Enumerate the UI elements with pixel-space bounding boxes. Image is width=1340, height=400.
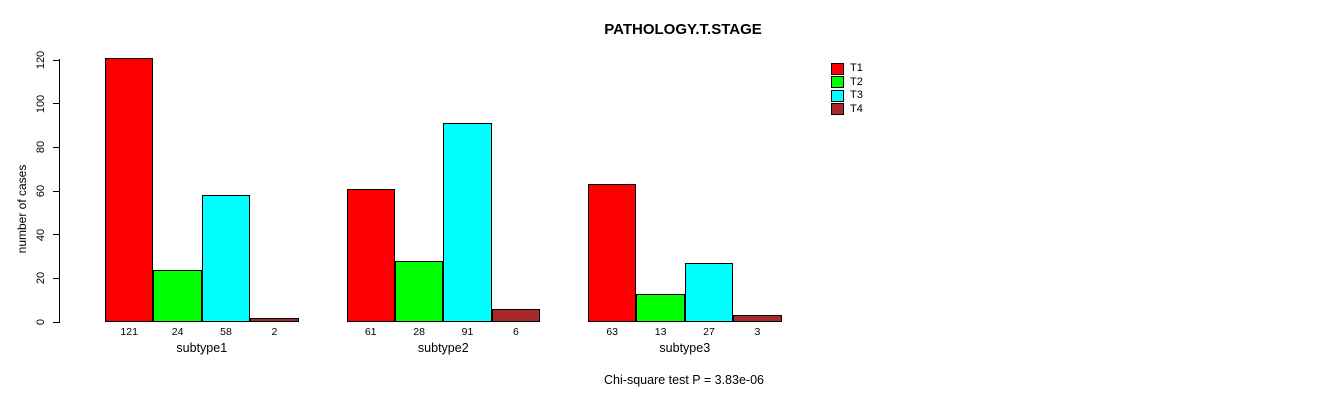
y-tick-label: 40 [35,228,47,241]
category-label: subtype3 [659,341,711,355]
legend-label: T4 [850,102,863,115]
bar-value-label: 28 [413,326,425,338]
y-tick-mark [53,277,60,279]
legend-item: T1 [831,62,863,75]
y-tick-label: 80 [35,141,47,154]
bar-t1-subtype3 [588,184,637,322]
y-tick-mark [53,59,60,61]
bar-value-label: 13 [654,326,667,338]
legend-label: T1 [850,62,863,75]
bar-t4-subtype1 [250,317,299,322]
legend-swatch-t3 [831,89,844,102]
y-axis-label: number of cases [15,164,29,254]
legend-swatch-t1 [831,62,844,75]
bar-value-label: 63 [606,326,619,338]
bar-t4-subtype2 [491,308,541,322]
category-label: subtype1 [176,341,228,355]
bar-t2-subtype1 [153,269,202,322]
bar-value-label: 91 [461,326,474,338]
bar-value-label: 24 [171,326,184,338]
bar-value-label: 27 [703,326,715,338]
legend-item: T4 [831,102,863,116]
bar-t2-subtype2 [394,260,444,322]
y-tick-label: 120 [35,50,47,70]
bar-t3-subtype2 [443,123,492,322]
y-tick-mark [53,146,60,148]
bar-t4-subtype3 [733,315,782,322]
legend-swatch-t4 [831,103,844,116]
bar-t1-subtype1 [105,57,154,322]
y-tick-mark [53,190,60,192]
legend-item: T3 [831,89,863,102]
bar-t3-subtype3 [684,263,734,322]
bar-value-label: 61 [364,326,377,338]
chart-title: PATHOLOGY.T.STAGE [604,21,762,38]
legend-label: T2 [850,75,863,88]
bar-value-label: 6 [512,326,519,338]
y-tick-mark [53,234,60,236]
bar-value-label: 3 [754,326,761,338]
y-tick-label: 100 [35,94,47,113]
chi-square-note: Chi-square test P = 3.83e-06 [604,373,764,387]
y-tick-label: 20 [35,272,47,285]
bar-value-label: 121 [120,326,138,338]
y-tick-mark [53,321,60,323]
y-tick-label: 0 [35,318,47,326]
bar-t2-subtype3 [636,293,685,322]
bar-value-label: 2 [271,326,278,338]
bar-value-label: 58 [220,326,232,338]
legend-swatch-t2 [831,76,844,89]
bar-t3-subtype1 [201,195,251,322]
bar-t1-subtype2 [346,188,395,322]
legend: T1 T2 T3 T4 [831,62,863,116]
legend-item: T2 [831,75,863,89]
y-tick-label: 60 [35,184,47,198]
legend-label: T3 [850,89,863,102]
category-label: subtype2 [417,341,469,355]
y-tick-mark [53,103,60,105]
